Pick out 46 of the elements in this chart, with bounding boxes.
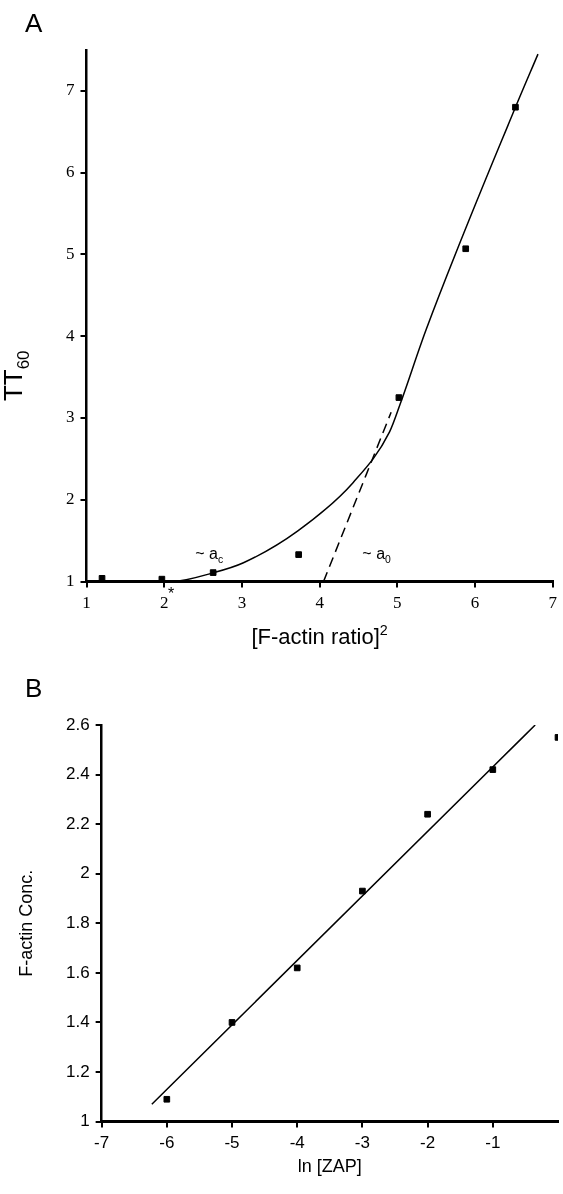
x-tick-label: -2 xyxy=(420,1133,436,1153)
point xyxy=(489,766,497,773)
y-tick-label: 2.4 xyxy=(65,764,90,784)
y-tick-label: 1 xyxy=(66,571,75,591)
y-axis-title: F-actin Conc. xyxy=(16,869,36,977)
x-tick-label: 5 xyxy=(393,593,402,613)
y-tick-label: 1.2 xyxy=(65,1061,90,1081)
y-tick-label: 2.2 xyxy=(65,813,90,833)
x-tick-label: -4 xyxy=(289,1133,305,1153)
x-tick-label: -3 xyxy=(354,1133,370,1153)
point xyxy=(395,394,403,401)
y-tick-label: 7 xyxy=(66,80,75,100)
y-axis-title: TT60 xyxy=(0,350,33,402)
point xyxy=(163,1095,171,1103)
x-tick-label: 2 xyxy=(159,593,169,613)
point xyxy=(424,810,431,818)
point xyxy=(359,887,366,895)
point xyxy=(228,1019,236,1026)
x-tick-label: -1 xyxy=(485,1133,501,1153)
point xyxy=(462,245,470,253)
x-tick-label: 4 xyxy=(315,593,325,613)
point xyxy=(209,569,217,576)
y-tick-label: 1.6 xyxy=(65,962,90,982)
point xyxy=(512,103,519,111)
y-tick-label: 5 xyxy=(66,243,75,263)
x-tick-label: 3 xyxy=(237,593,247,613)
y-tick-label: 4 xyxy=(66,325,75,345)
y-tick-label: 2 xyxy=(80,863,90,883)
y-tick-label: 3 xyxy=(66,407,75,427)
x-tick-label: 7 xyxy=(548,593,558,613)
point xyxy=(295,551,302,558)
text: * xyxy=(168,585,175,603)
x-axis-title: ln [ZAP] xyxy=(297,1155,362,1176)
point xyxy=(293,964,301,972)
chart-title: A xyxy=(25,8,43,38)
x-tick-label: 6 xyxy=(470,593,480,613)
x-tick-label: -6 xyxy=(159,1133,175,1153)
y-tick-label: 6 xyxy=(66,162,75,182)
y-tick-label: 1 xyxy=(80,1111,90,1131)
x-tick-label: -5 xyxy=(224,1133,240,1153)
x-tick-label: -7 xyxy=(94,1133,110,1153)
y-tick-label: 1.8 xyxy=(65,912,90,932)
chart-title: B xyxy=(25,673,43,703)
y-tick-label: 2 xyxy=(66,489,75,509)
y-tick-label: 2.6 xyxy=(65,714,90,734)
y-tick-label: 1.4 xyxy=(65,1012,90,1032)
